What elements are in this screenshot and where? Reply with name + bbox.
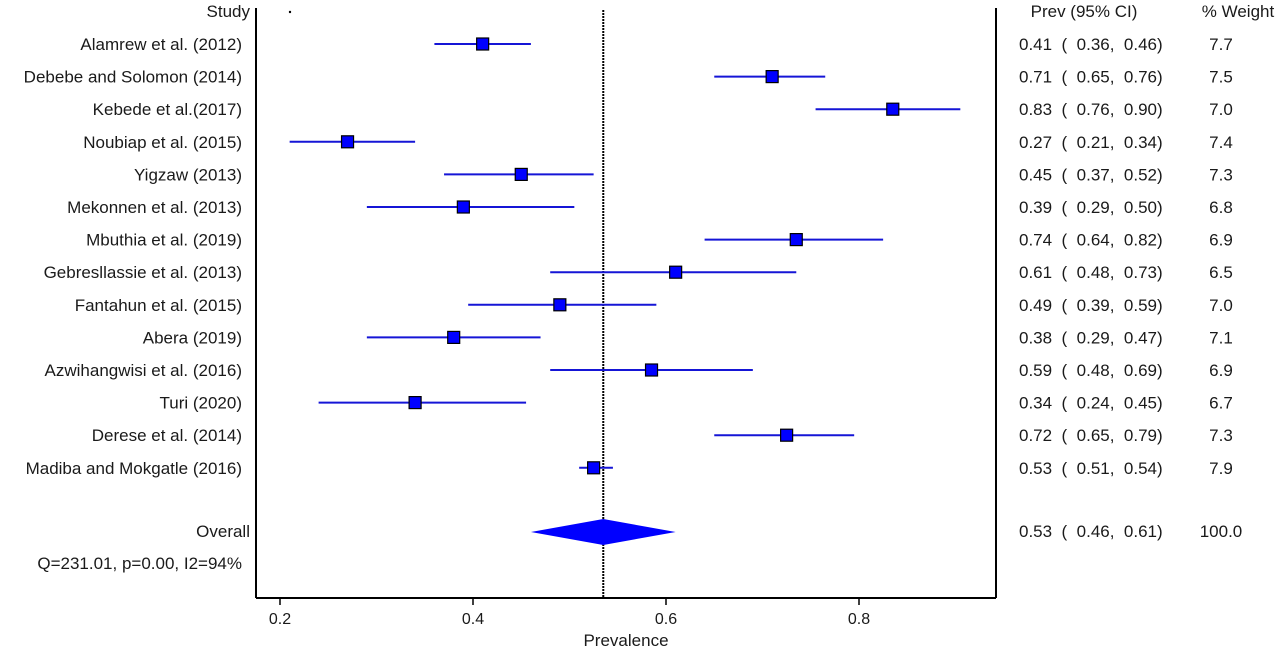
study-point-estimate [514,167,528,181]
study-weight: 7.5 [1209,68,1233,87]
x-tick-label: 0.6 [655,611,677,628]
study-label: Fantahun et al. (2015) [75,296,242,315]
study-ci-text: 0.83 ( 0.76, 0.90) [1019,100,1163,119]
estimate-column-header: Prev (95% CI) [1031,2,1138,21]
study-weight: 7.4 [1209,133,1233,152]
study-point-estimate [886,102,900,116]
study-row: Derese et al. (2014) 0.72 ( 0.65, 0.79) 7.… [92,426,1233,445]
overall-weight: 100.0 [1200,522,1243,541]
study-label: Derese et al. (2014) [92,426,242,445]
study-ci-text: 0.61 ( 0.48, 0.73) [1019,263,1163,282]
study-ci-text: 0.41 ( 0.36, 0.46) [1019,35,1163,54]
weight-column-header: % Weight [1202,2,1275,21]
study-label: Noubiap et al. (2015) [83,133,242,152]
study-label: Mbuthia et al. (2019) [86,231,242,250]
study-ci-text: 0.59 ( 0.48, 0.69) [1019,361,1163,380]
study-point-estimate [644,363,659,377]
study-ci-text: 0.53 ( 0.51, 0.54) [1019,459,1163,478]
study-weight: 7.3 [1209,426,1233,445]
study-weight: 7.1 [1209,328,1233,347]
study-weight: 6.7 [1209,394,1233,413]
study-row: Turi (2020) 0.34 ( 0.24, 0.45) 6.7 [159,394,1232,413]
overall-diamond [530,519,676,545]
study-weight: 6.5 [1209,263,1233,282]
study-point-estimate [765,69,779,84]
study-point-estimate [587,461,601,475]
overall-ci-text: 0.53 ( 0.46, 0.61) [1019,522,1163,541]
study-point-estimate [340,135,355,149]
header-dot-mark [288,10,292,14]
study-weight: 6.8 [1209,198,1233,217]
study-ci-text: 0.71 ( 0.65, 0.76) [1019,68,1163,87]
study-label: Kebede et al.(2017) [93,100,242,119]
study-point-estimate [456,200,470,214]
study-label: Madiba and Mokgatle (2016) [26,459,242,478]
study-weight: 7.9 [1209,459,1233,478]
study-weight: 7.3 [1209,165,1233,184]
study-rows: Alamrew et al. (2012) 0.41 ( 0.36, 0.46) 7… [24,35,1233,478]
study-row: Debebe and Solomon (2014) 0.71 ( 0.65, 0.… [24,68,1233,87]
study-weight: 7.7 [1209,35,1233,54]
study-point-estimate [780,428,794,442]
study-column-header: Study [207,2,251,21]
study-label: Debebe and Solomon (2014) [24,68,242,87]
study-row: Azwihangwisi et al. (2016) 0.59 ( 0.48, 0… [45,361,1233,380]
study-row: Mekonnen et al. (2013) 0.39 ( 0.29, 0.50)… [67,198,1233,217]
study-ci-text: 0.74 ( 0.64, 0.82) [1019,231,1163,250]
study-row: Mbuthia et al. (2019) 0.74 ( 0.64, 0.82) 6… [86,231,1233,250]
overall-label: Overall [196,522,250,541]
study-ci-text: 0.45 ( 0.37, 0.52) [1019,165,1163,184]
study-point-estimate [476,37,490,51]
study-ci-text: 0.38 ( 0.29, 0.47) [1019,328,1163,347]
x-axis-title: Prevalence [583,631,668,650]
study-label: Abera (2019) [143,328,242,347]
study-ci-text: 0.72 ( 0.65, 0.79) [1019,426,1163,445]
x-tick-label: 0.4 [462,611,484,628]
study-row: Abera (2019) 0.38 ( 0.29, 0.47) 7.1 [143,328,1233,347]
study-weight: 6.9 [1209,231,1233,250]
study-ci-text: 0.39 ( 0.29, 0.50) [1019,198,1163,217]
study-ci-text: 0.34 ( 0.24, 0.45) [1019,394,1163,413]
study-point-estimate [789,233,803,247]
study-point-estimate [553,298,567,312]
study-ci-text: 0.27 ( 0.21, 0.34) [1019,133,1163,152]
study-label: Mekonnen et al. (2013) [67,198,242,217]
study-label: Alamrew et al. (2012) [80,35,242,54]
x-axis-ticks: 0.2 0.4 0.6 0.8 [269,598,870,628]
study-row: Yigzaw (2013) 0.45 ( 0.37, 0.52) 7.3 [134,165,1233,184]
study-label: Azwihangwisi et al. (2016) [45,361,242,380]
study-point-estimate [447,330,461,344]
study-row: Alamrew et al. (2012) 0.41 ( 0.36, 0.46) 7… [80,35,1232,54]
study-label: Turi (2020) [159,394,242,413]
study-ci-text: 0.49 ( 0.39, 0.59) [1019,296,1163,315]
study-weight: 7.0 [1209,296,1233,315]
study-row: Noubiap et al. (2015) 0.27 ( 0.21, 0.34) 7… [83,133,1233,152]
study-label: Gebresllassie et al. (2013) [44,263,242,282]
study-point-estimate [669,265,683,279]
study-weight: 7.0 [1209,100,1233,119]
study-point-estimate [408,396,422,410]
study-row: Gebresllassie et al. (2013) 0.61 ( 0.48, … [44,263,1233,282]
study-label: Yigzaw (2013) [134,165,242,184]
x-tick-label: 0.2 [269,611,291,628]
study-row: Kebede et al.(2017) 0.83 ( 0.76, 0.90) 7.0 [93,100,1233,119]
study-row: Fantahun et al. (2015) 0.49 ( 0.39, 0.59)… [75,296,1233,315]
heterogeneity-stats: Q=231.01, p=0.00, I2=94% [37,554,242,573]
study-weight: 6.9 [1209,361,1233,380]
study-row: Madiba and Mokgatle (2016) 0.53 ( 0.51, 0… [26,459,1233,478]
x-tick-label: 0.8 [848,611,870,628]
